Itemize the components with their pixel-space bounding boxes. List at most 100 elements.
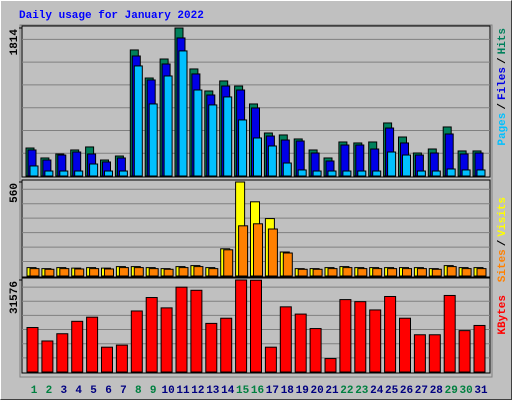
x-tick-label: 26 bbox=[400, 385, 413, 397]
bar bbox=[297, 268, 308, 277]
x-tick-label: 17 bbox=[266, 385, 279, 397]
bar bbox=[86, 316, 99, 373]
bar bbox=[193, 89, 203, 177]
bar bbox=[267, 228, 278, 277]
legend-entry: Visits bbox=[497, 197, 509, 237]
bar bbox=[44, 268, 55, 277]
bar bbox=[476, 268, 487, 277]
x-tick-label: 28 bbox=[430, 385, 444, 397]
bar bbox=[312, 268, 323, 277]
bar bbox=[387, 151, 397, 177]
legend: Sites / Visits bbox=[497, 197, 509, 282]
bar bbox=[279, 306, 292, 373]
bar bbox=[104, 170, 113, 177]
bar bbox=[297, 169, 307, 177]
bar bbox=[235, 279, 248, 373]
bar bbox=[71, 320, 84, 373]
bar bbox=[342, 170, 352, 177]
bar bbox=[118, 170, 128, 177]
bar bbox=[431, 268, 442, 277]
x-tick-label: 1 bbox=[31, 385, 38, 397]
x-tick-label: 2 bbox=[46, 385, 53, 397]
x-tick-label: 20 bbox=[310, 385, 323, 397]
bar bbox=[163, 268, 174, 277]
bar bbox=[89, 268, 100, 277]
bar bbox=[387, 268, 398, 277]
x-tick-label: 21 bbox=[325, 385, 339, 397]
y-max-label: 1814 bbox=[9, 29, 21, 56]
bar bbox=[339, 299, 352, 373]
bar bbox=[402, 154, 411, 177]
bar bbox=[208, 104, 218, 177]
x-tick-label: 11 bbox=[176, 385, 190, 397]
bar bbox=[324, 358, 337, 373]
plot-frame bbox=[19, 24, 493, 378]
bar bbox=[29, 165, 39, 177]
x-tick-label: 27 bbox=[415, 385, 428, 397]
bar bbox=[416, 170, 426, 177]
bar bbox=[178, 267, 189, 277]
x-tick-label: 4 bbox=[75, 385, 82, 397]
bar bbox=[357, 268, 368, 277]
bar bbox=[26, 327, 39, 373]
bar bbox=[399, 317, 411, 373]
bar bbox=[416, 268, 427, 277]
x-tick-label: 25 bbox=[385, 385, 399, 397]
bar bbox=[476, 169, 486, 177]
bar bbox=[89, 163, 99, 177]
bar bbox=[178, 50, 188, 177]
bar bbox=[59, 268, 70, 277]
bar bbox=[267, 145, 277, 177]
x-tick-label: 15 bbox=[236, 385, 250, 397]
legend: Pages / Files / Hits bbox=[497, 28, 509, 146]
bar bbox=[372, 170, 382, 177]
bar bbox=[473, 324, 486, 373]
bar bbox=[446, 266, 457, 277]
x-tick-label: 16 bbox=[251, 385, 264, 397]
bar bbox=[118, 267, 129, 277]
bar bbox=[74, 170, 84, 177]
bar bbox=[205, 322, 218, 373]
bar bbox=[145, 297, 158, 373]
bar bbox=[309, 328, 322, 373]
bar bbox=[253, 223, 263, 277]
bar bbox=[446, 168, 456, 177]
bar bbox=[282, 252, 293, 277]
bar bbox=[372, 268, 383, 277]
bar bbox=[413, 334, 426, 373]
bar bbox=[264, 346, 277, 373]
bar bbox=[74, 268, 85, 277]
x-tick-label: 22 bbox=[340, 385, 353, 397]
bar bbox=[175, 286, 188, 373]
bar bbox=[41, 340, 54, 373]
bar bbox=[148, 268, 159, 277]
x-tick-label: 13 bbox=[206, 385, 220, 397]
x-tick-label: 3 bbox=[60, 385, 67, 397]
legend-separator: / bbox=[497, 239, 509, 246]
bar bbox=[342, 267, 353, 277]
x-tick-label: 6 bbox=[105, 385, 112, 397]
x-tick-label: 5 bbox=[90, 385, 97, 397]
y-max-label: 560 bbox=[9, 183, 21, 203]
bar bbox=[101, 346, 113, 373]
bar bbox=[327, 268, 338, 277]
bar bbox=[354, 301, 367, 373]
bar bbox=[130, 310, 143, 373]
legend-entry: Sites bbox=[497, 249, 509, 282]
bar bbox=[250, 279, 262, 373]
x-tick-label: 29 bbox=[445, 385, 458, 397]
x-tick-label: 10 bbox=[161, 385, 174, 397]
bar bbox=[238, 225, 249, 277]
bar bbox=[160, 307, 173, 373]
bar bbox=[384, 295, 397, 373]
bar bbox=[282, 162, 292, 177]
bar bbox=[44, 170, 54, 177]
legend: KBytes bbox=[497, 295, 509, 335]
legend-entry: Files bbox=[497, 67, 509, 100]
x-tick-label: 30 bbox=[459, 385, 472, 397]
x-tick-label: 14 bbox=[221, 385, 235, 397]
bar bbox=[294, 313, 307, 373]
bar bbox=[223, 96, 233, 177]
bar bbox=[402, 268, 412, 277]
